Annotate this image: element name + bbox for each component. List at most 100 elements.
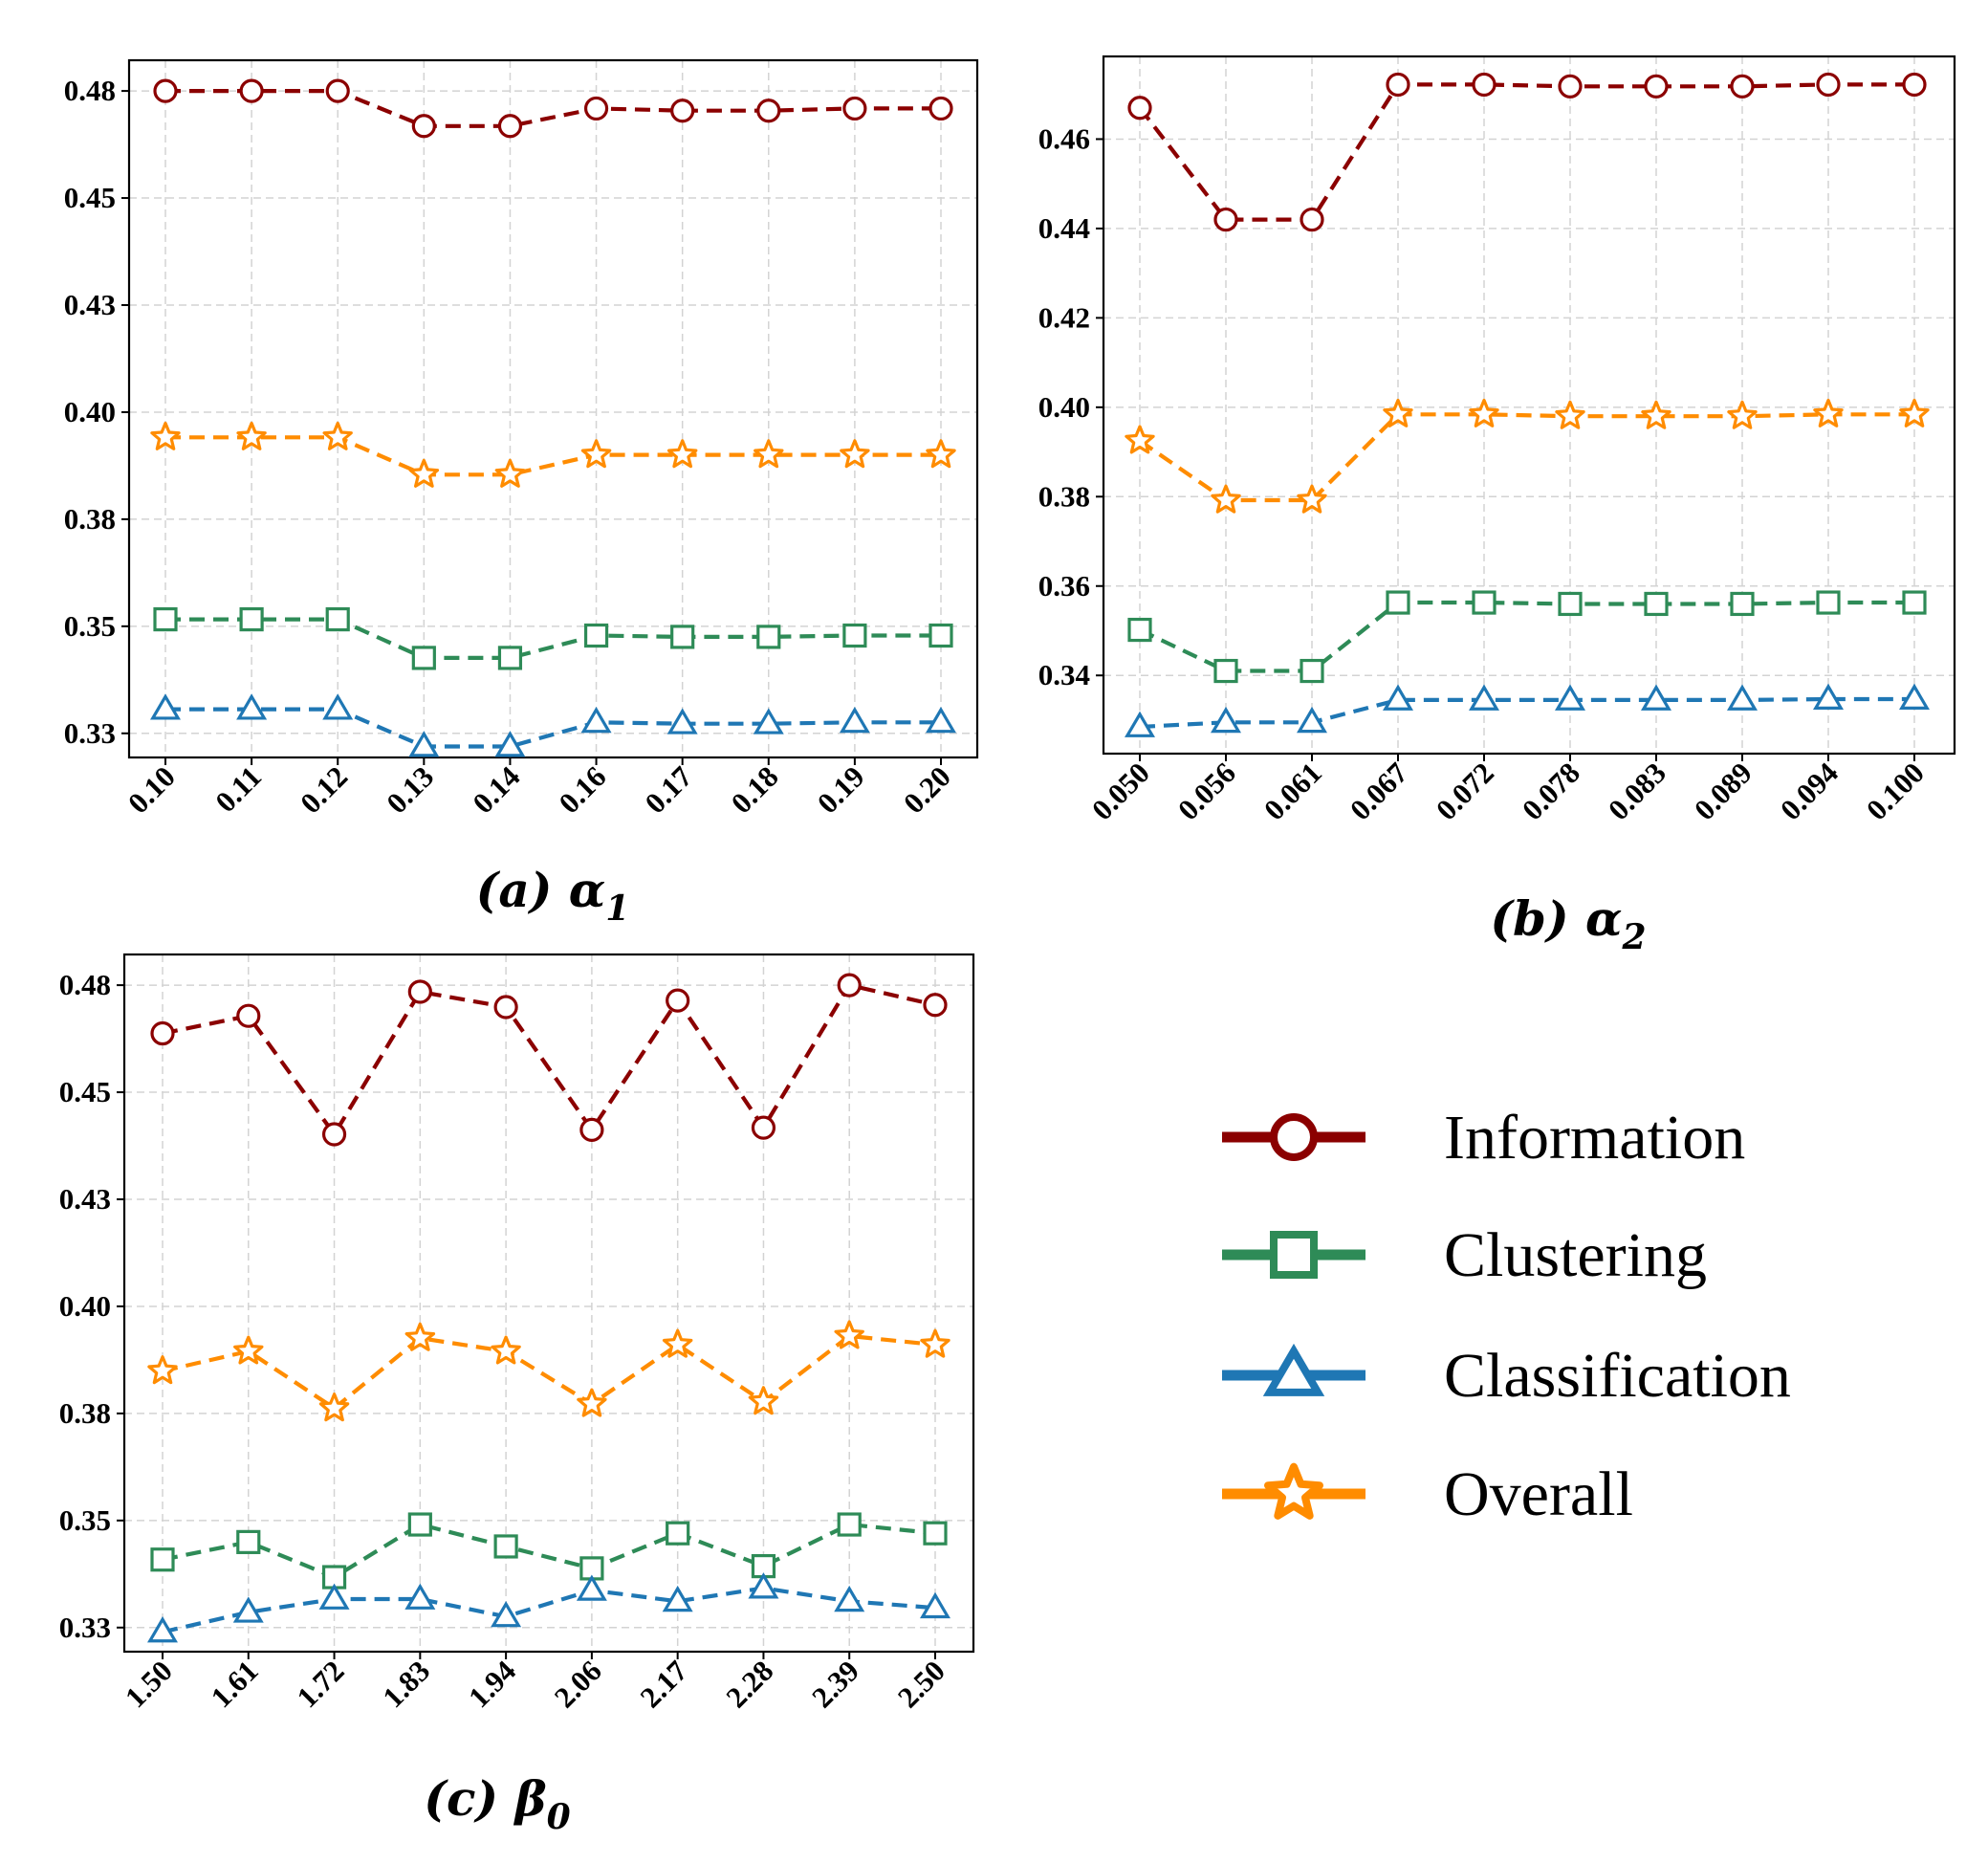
point-classification [494, 731, 526, 757]
x-tick-label: 0.16 [552, 759, 612, 820]
point-information [153, 78, 178, 103]
point-clustering [1386, 590, 1410, 615]
chart-panel-b: 0.460.440.420.400.380.360.340.050 0.056 0.… [1038, 55, 1956, 957]
point-clustering [1644, 591, 1669, 617]
point-clustering [150, 1547, 175, 1572]
point-overall [404, 1322, 436, 1351]
series-line-classification [165, 707, 941, 749]
point-overall [1813, 398, 1844, 428]
point-overall [748, 1386, 779, 1415]
point-classification [1727, 684, 1758, 711]
panel-caption: (c) β0 [424, 1770, 570, 1837]
point-information [321, 1122, 347, 1147]
series-line-clustering [165, 617, 941, 661]
x-tick-label: 0.078 [1516, 756, 1586, 826]
point-information [1472, 72, 1496, 98]
point-classification [404, 1583, 436, 1610]
point-overall [1211, 484, 1241, 514]
point-overall [147, 1355, 178, 1385]
point-information [236, 1003, 261, 1028]
point-overall [233, 1335, 264, 1365]
point-information [670, 99, 695, 123]
point-classification [150, 693, 181, 720]
point-classification [236, 693, 268, 720]
panel-caption: (b) α2 [1490, 890, 1646, 957]
point-information [583, 96, 609, 121]
y-tick-label: 0.48 [64, 74, 116, 107]
point-clustering [837, 1512, 862, 1537]
point-information [497, 114, 523, 139]
y-tick-label: 0.43 [59, 1182, 111, 1216]
point-overall [662, 1328, 693, 1358]
point-classification [1899, 683, 1930, 710]
point-classification [1469, 684, 1499, 711]
point-overall [408, 458, 440, 488]
point-overall [150, 421, 181, 450]
point-clustering [670, 625, 695, 649]
chart-panel-c: 0.48 0.45 0.43 0.40 0.38 0.35 0.331.50 1.61 1.72… [59, 953, 975, 1837]
point-clustering [411, 646, 436, 670]
point-information [1213, 207, 1238, 232]
series-line-clustering [162, 1522, 936, 1580]
y-tick-label: 0.38 [64, 502, 116, 536]
y-tick-label: 0.36 [1038, 569, 1090, 603]
y-tick-label: 0.42 [1038, 300, 1090, 334]
point-classification [1211, 706, 1241, 734]
legend-label: Information [1444, 1103, 1745, 1173]
series-overall [1125, 398, 1930, 514]
point-clustering [1558, 591, 1583, 617]
point-overall [577, 1388, 607, 1417]
point-information [407, 979, 432, 1004]
point-classification [839, 706, 870, 734]
point-classification [926, 706, 956, 734]
x-tick-label: 1.83 [376, 1654, 436, 1714]
x-tick-label: 0.100 [1860, 756, 1931, 826]
legend-item-overall: Overall [1222, 1459, 1633, 1529]
y-tick-label: 0.48 [59, 968, 111, 1001]
point-clustering [923, 1521, 948, 1546]
point-classification [576, 1574, 607, 1601]
x-tick-label: 0.11 [208, 759, 268, 819]
point-classification [1555, 684, 1585, 711]
point-information [1386, 72, 1410, 98]
y-tick-label: 0.40 [59, 1289, 111, 1323]
x-tick-label: 0.089 [1688, 756, 1759, 826]
y-tick-label: 0.45 [59, 1075, 111, 1108]
point-information [1816, 72, 1841, 98]
series-line-overall [165, 435, 941, 477]
point-clustering [583, 623, 609, 648]
point-overall [580, 439, 612, 469]
point-overall [920, 1328, 950, 1358]
series-line-overall [1138, 412, 1914, 503]
y-tick-label: 0.38 [59, 1396, 111, 1430]
legend-marker-circle [1270, 1113, 1318, 1161]
x-tick-label: 1.50 [119, 1654, 179, 1714]
point-clustering [1730, 591, 1755, 617]
point-information [325, 78, 350, 103]
series-overall [147, 1320, 950, 1422]
point-information [842, 96, 867, 121]
point-overall [318, 1393, 350, 1422]
x-tick-label: 0.19 [811, 759, 871, 820]
point-information [1300, 207, 1324, 232]
point-clustering [756, 625, 781, 649]
series-line-information [1138, 82, 1914, 222]
point-clustering [1902, 590, 1927, 615]
point-overall [840, 439, 870, 469]
series-overall [150, 421, 956, 488]
x-tick-label: 0.083 [1602, 756, 1672, 826]
point-clustering [493, 1534, 518, 1559]
point-overall [1555, 400, 1585, 429]
point-classification [318, 1583, 350, 1610]
plot-frame [1102, 55, 1956, 756]
point-classification [1641, 684, 1671, 711]
point-overall [494, 458, 526, 488]
point-clustering [153, 606, 178, 632]
point-information [1902, 72, 1927, 98]
point-classification [147, 1616, 178, 1643]
x-tick-label: 0.072 [1430, 756, 1500, 826]
point-classification [232, 1596, 264, 1623]
plot-frame [122, 953, 975, 1654]
point-classification [491, 1600, 522, 1628]
